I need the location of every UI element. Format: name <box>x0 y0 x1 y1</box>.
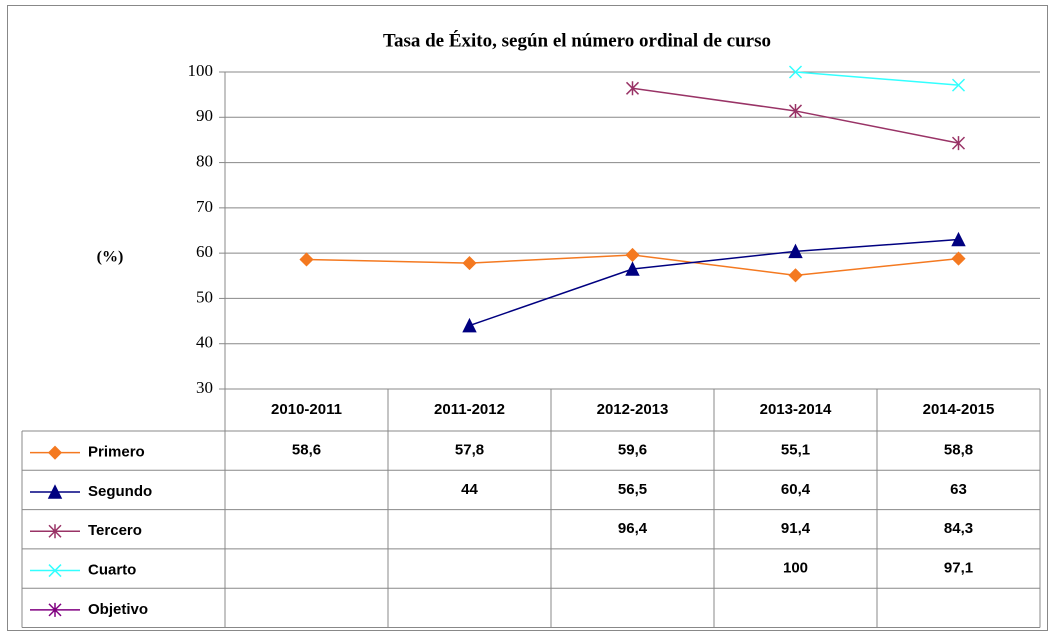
legend-label: Cuarto <box>88 562 136 579</box>
legend-label: Segundo <box>88 483 152 500</box>
value-label: 58,6 <box>292 442 321 459</box>
y-tick-label: 70 <box>196 197 213 216</box>
data-point <box>788 243 803 259</box>
x-tick-label: 2011-2012 <box>434 401 505 418</box>
value-label: 55,1 <box>781 442 810 459</box>
y-tick-label: 100 <box>188 61 214 80</box>
value-label: 58,8 <box>944 442 973 459</box>
series-line <box>795 71 959 86</box>
x-tick-label: 2013-2014 <box>760 401 832 418</box>
value-label: 84,3 <box>944 520 973 537</box>
legend-marker <box>48 602 62 617</box>
legend-marker <box>48 524 62 539</box>
chart-border <box>7 5 1048 631</box>
value-label: 56,5 <box>618 481 647 498</box>
data-point <box>951 231 966 247</box>
data-point <box>462 256 477 271</box>
legend-label: Tercero <box>88 522 142 539</box>
legend-label: Objetivo <box>88 601 148 618</box>
legend-marker <box>48 564 62 578</box>
data-point <box>462 317 477 333</box>
value-label: 59,6 <box>618 442 647 459</box>
y-tick-label: 30 <box>196 378 213 397</box>
y-tick-label: 40 <box>196 333 213 352</box>
data-point <box>625 81 640 96</box>
value-label: 97,1 <box>944 560 973 577</box>
y-tick-label: 60 <box>196 242 213 261</box>
legend-marker <box>47 445 63 460</box>
data-point <box>951 136 966 151</box>
value-label: 44 <box>461 481 478 498</box>
y-tick-label: 80 <box>196 151 213 170</box>
value-label: 91,4 <box>781 520 811 537</box>
data-point <box>788 65 803 79</box>
y-tick-label: 90 <box>196 106 213 125</box>
value-label: 60,4 <box>781 481 811 498</box>
x-tick-label: 2012-2013 <box>597 401 669 418</box>
x-tick-label: 2010-2011 <box>271 401 342 418</box>
data-point <box>625 261 640 276</box>
legend-label: Primero <box>88 444 145 461</box>
value-label: 96,4 <box>618 520 648 537</box>
data-point <box>625 247 640 263</box>
series-line <box>469 238 959 327</box>
y-axis-label: (%) <box>97 249 124 266</box>
x-tick-label: 2014-2015 <box>923 401 995 418</box>
value-label: 63 <box>950 481 967 498</box>
data-point <box>788 103 803 118</box>
data-point <box>951 78 966 92</box>
value-label: 100 <box>783 560 808 577</box>
data-point <box>951 251 966 266</box>
data-point <box>788 268 803 283</box>
legend-marker <box>47 484 63 499</box>
value-label: 57,8 <box>455 442 484 459</box>
y-tick-label: 50 <box>196 287 213 306</box>
data-point <box>299 252 314 267</box>
chart-title: Tasa de Éxito, según el número ordinal d… <box>383 29 771 51</box>
